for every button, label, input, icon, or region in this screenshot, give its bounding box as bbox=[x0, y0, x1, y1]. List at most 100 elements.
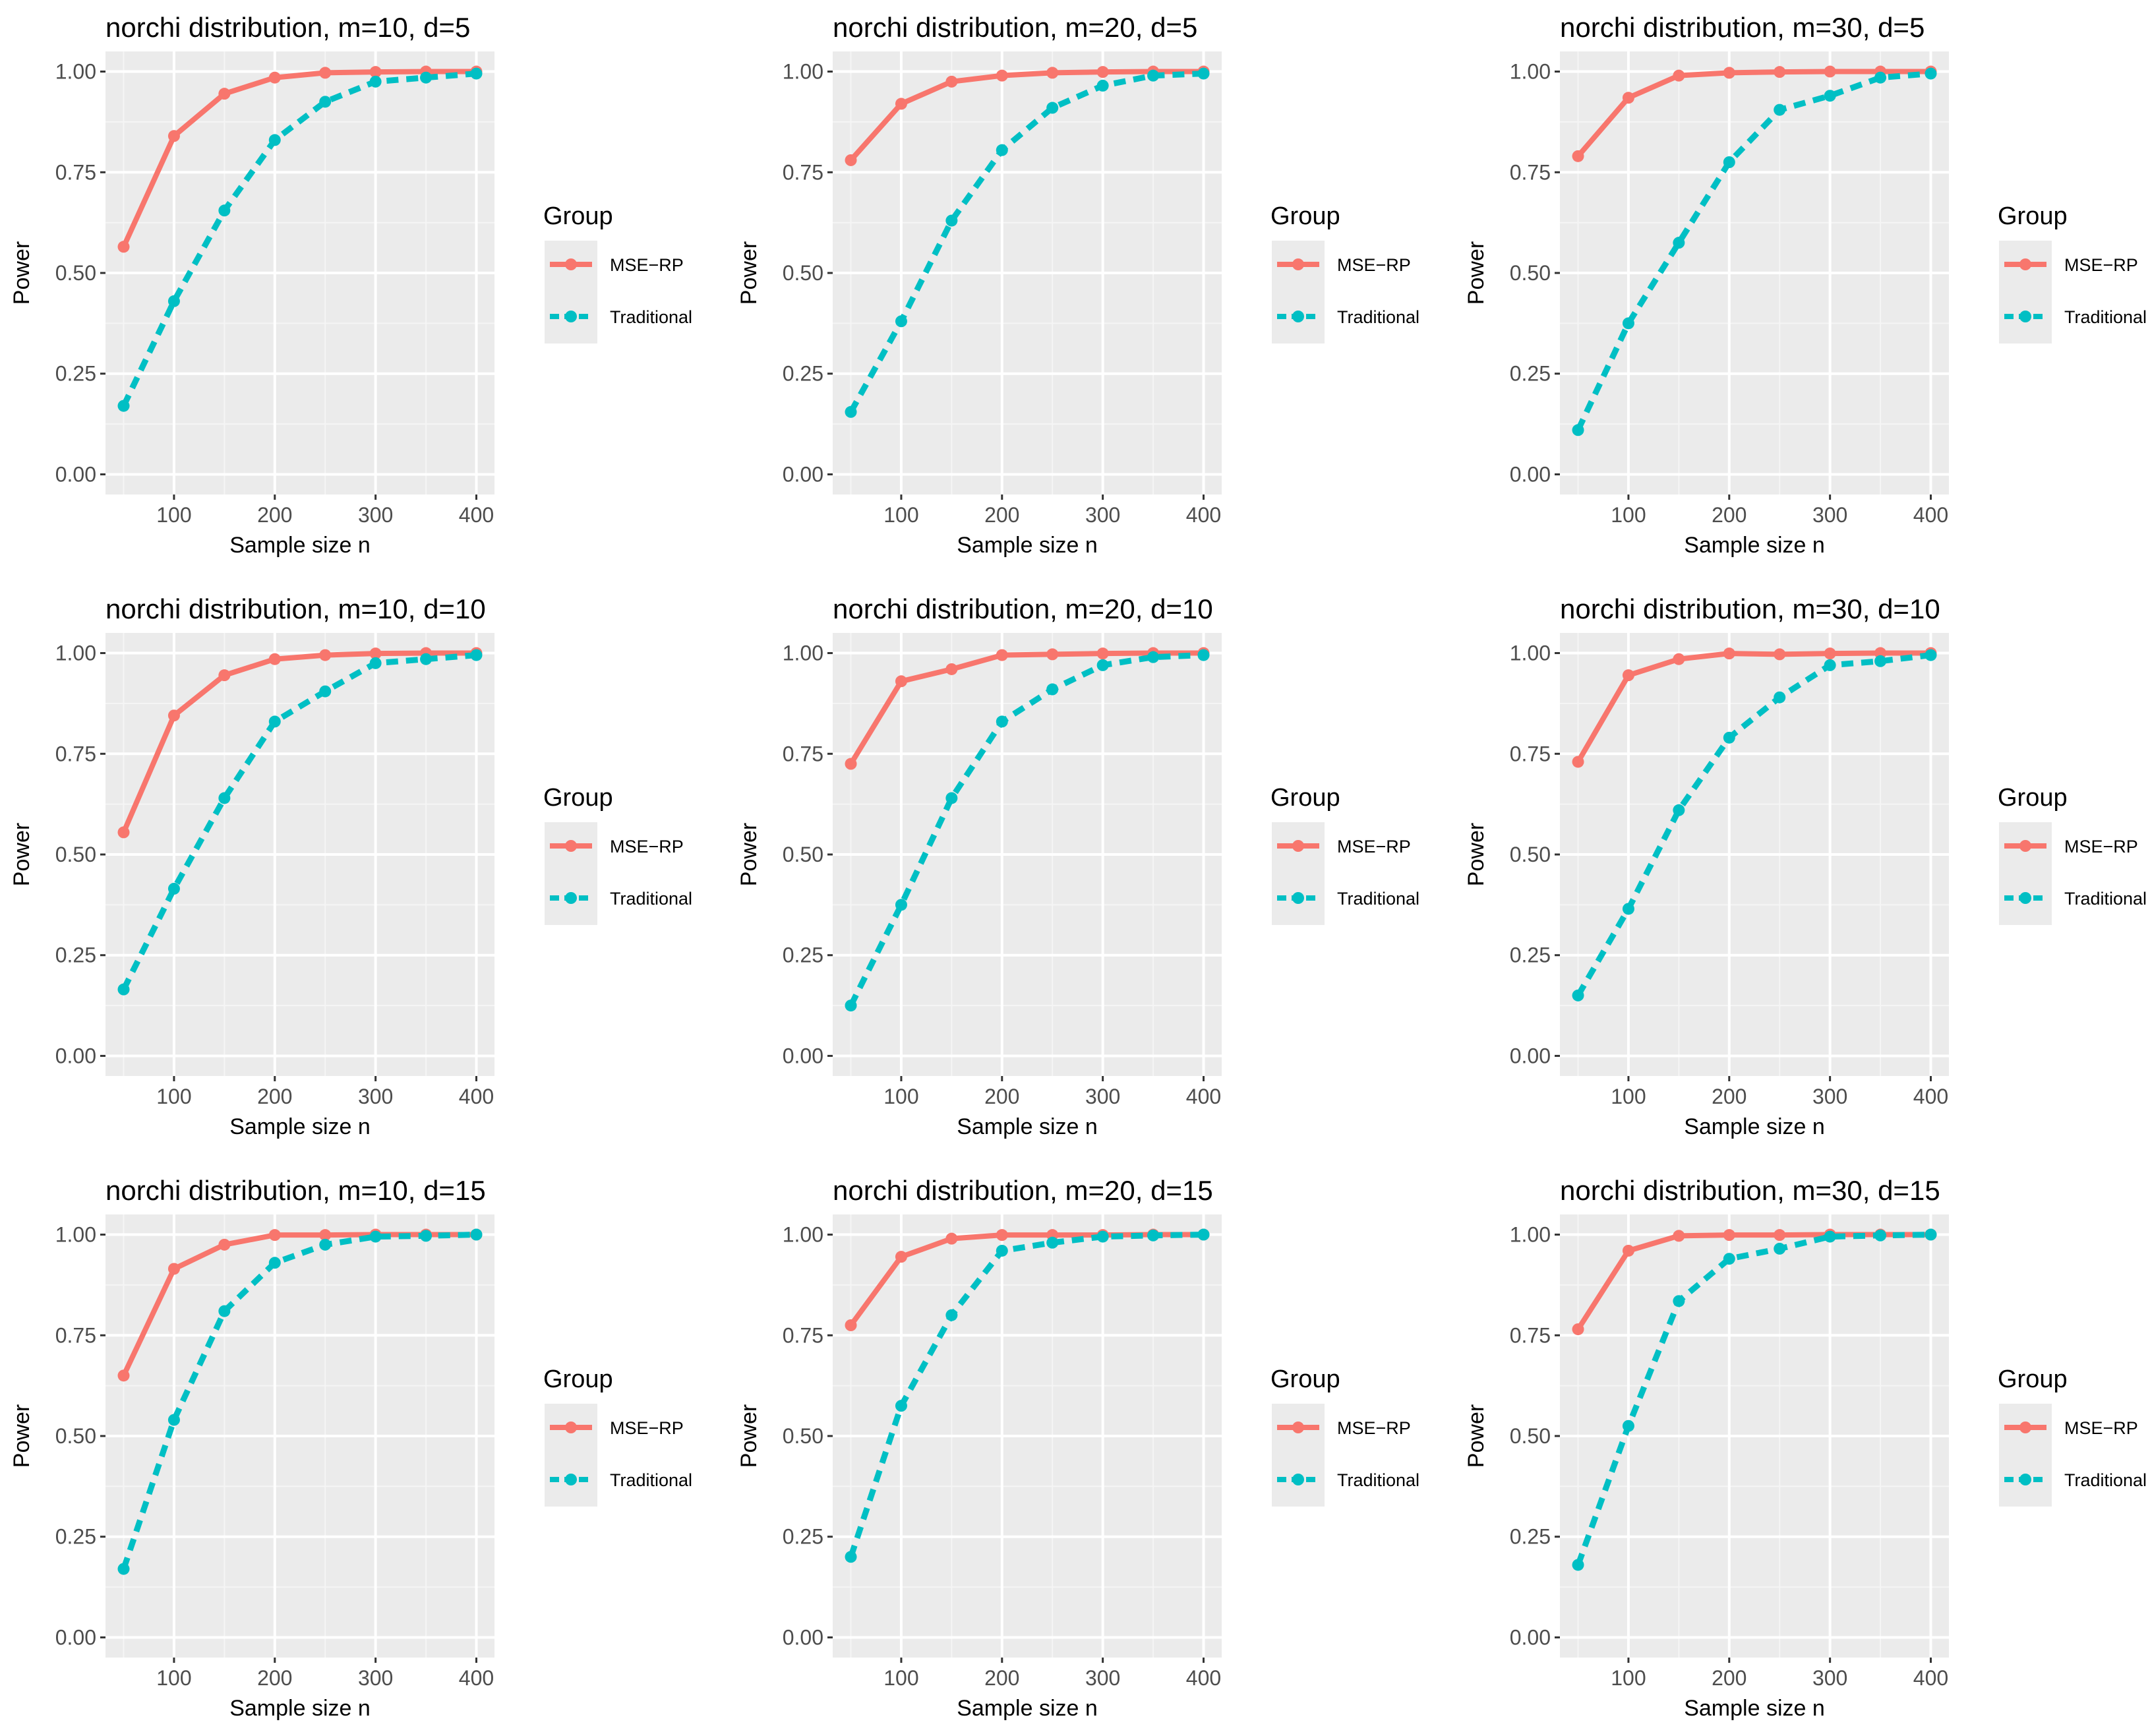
chart-title: norchi distribution, m=30, d=15 bbox=[1560, 1175, 1940, 1206]
data-point-traditional bbox=[369, 75, 382, 88]
data-point-traditional bbox=[420, 71, 433, 84]
legend: Group MSE−RP Traditional bbox=[1998, 202, 2147, 344]
x-tick-label: 200 bbox=[1712, 1085, 1747, 1108]
data-point-mse-rp bbox=[895, 675, 907, 688]
data-point-traditional bbox=[117, 983, 130, 996]
data-point-traditional bbox=[420, 653, 433, 665]
data-point-traditional bbox=[1874, 655, 1887, 667]
x-tick-label: 400 bbox=[459, 1666, 494, 1690]
data-point-mse-rp bbox=[1572, 756, 1584, 768]
data-point-traditional bbox=[1096, 659, 1109, 671]
x-tick-label: 400 bbox=[459, 1085, 494, 1108]
data-point-traditional bbox=[895, 1400, 907, 1412]
data-point-traditional bbox=[1197, 1228, 1210, 1241]
x-tick-label: 400 bbox=[1186, 1666, 1221, 1690]
data-point-mse-rp bbox=[1824, 647, 1836, 660]
data-point-mse-rp bbox=[1622, 92, 1634, 104]
legend-label-mse-rp: MSE−RP bbox=[2064, 1418, 2138, 1438]
y-tick-label: 0.50 bbox=[783, 843, 823, 866]
x-tick-label: 200 bbox=[257, 1085, 292, 1108]
data-point-traditional bbox=[1824, 659, 1836, 671]
data-point-traditional bbox=[1824, 1230, 1836, 1243]
y-tick-label: 0.25 bbox=[55, 943, 96, 967]
data-point-traditional bbox=[1824, 90, 1836, 102]
data-point-mse-rp bbox=[1723, 67, 1735, 79]
y-tick-label: 0.25 bbox=[783, 362, 823, 386]
data-point-traditional bbox=[996, 715, 1008, 728]
legend-label-mse-rp: MSE−RP bbox=[610, 837, 684, 856]
series-line-traditional bbox=[121, 652, 477, 991]
legend-key-background bbox=[1999, 822, 2052, 925]
y-axis-title: Power bbox=[1464, 241, 1489, 305]
legend: Group MSE−RP Traditional bbox=[1270, 784, 1419, 925]
data-point-traditional bbox=[996, 1244, 1008, 1257]
data-point-traditional bbox=[1925, 1228, 1937, 1241]
x-axis-title: Sample size n bbox=[957, 533, 1098, 558]
legend-key-background bbox=[1272, 822, 1325, 925]
x-tick-label: 300 bbox=[358, 1085, 393, 1108]
y-tick-label: 0.75 bbox=[55, 742, 96, 765]
data-point-traditional bbox=[1774, 104, 1786, 116]
data-point-mse-rp bbox=[268, 653, 281, 665]
data-point-traditional bbox=[268, 1257, 281, 1269]
legend: Group MSE−RP Traditional bbox=[543, 202, 692, 344]
legend-key-background bbox=[545, 1404, 597, 1507]
legend: Group MSE−RP Traditional bbox=[1270, 1365, 1419, 1507]
y-tick-label: 1.00 bbox=[55, 1223, 96, 1247]
chart-title: norchi distribution, m=10, d=10 bbox=[105, 593, 486, 624]
data-point-traditional bbox=[117, 400, 130, 412]
x-tick-label: 100 bbox=[156, 503, 191, 527]
legend-key-point bbox=[565, 258, 577, 270]
series-line-traditional bbox=[1575, 71, 1931, 432]
legend-title: Group bbox=[543, 1365, 613, 1393]
x-tick-label: 200 bbox=[984, 1085, 1019, 1108]
data-point-traditional bbox=[1572, 424, 1584, 436]
y-axis-title: Power bbox=[736, 241, 761, 305]
data-point-mse-rp bbox=[1673, 653, 1685, 665]
legend-title: Group bbox=[1998, 202, 2068, 230]
data-point-traditional bbox=[945, 792, 958, 804]
data-point-mse-rp bbox=[1046, 67, 1059, 79]
data-point-traditional bbox=[845, 1551, 857, 1563]
legend-label-mse-rp: MSE−RP bbox=[1337, 837, 1411, 856]
data-point-traditional bbox=[268, 715, 281, 728]
x-tick-label: 300 bbox=[1085, 1666, 1120, 1690]
x-axis-title: Sample size n bbox=[1684, 1114, 1825, 1139]
x-tick-label: 400 bbox=[1913, 1085, 1948, 1108]
legend-key-point bbox=[1292, 892, 1304, 904]
legend-key-background bbox=[1272, 241, 1325, 344]
legend-key-point bbox=[1292, 258, 1304, 270]
chart-panel-2: norchi distribution, m=20, d=5 0.00 0.25 0.… bbox=[736, 12, 1419, 558]
data-point-mse-rp bbox=[268, 1229, 281, 1242]
y-axis-title: Power bbox=[736, 823, 761, 886]
y-tick-label: 1.00 bbox=[55, 642, 96, 665]
y-tick-label: 1.00 bbox=[55, 60, 96, 84]
series-line-traditional bbox=[848, 71, 1204, 413]
y-tick-label: 0.50 bbox=[55, 843, 96, 866]
data-point-traditional bbox=[167, 295, 180, 307]
y-tick-label: 1.00 bbox=[783, 1223, 823, 1247]
data-point-mse-rp bbox=[1774, 1229, 1786, 1242]
data-point-traditional bbox=[845, 1000, 857, 1012]
data-point-mse-rp bbox=[1774, 66, 1786, 78]
y-tick-label: 0.25 bbox=[1510, 1525, 1551, 1549]
y-tick-label: 0.50 bbox=[1510, 261, 1551, 285]
legend-label-mse-rp: MSE−RP bbox=[610, 255, 684, 275]
data-point-mse-rp bbox=[1824, 65, 1836, 78]
data-point-mse-rp bbox=[1096, 647, 1109, 660]
legend: Group MSE−RP Traditional bbox=[1270, 202, 1419, 344]
data-point-traditional bbox=[420, 1230, 433, 1242]
data-point-traditional bbox=[218, 1305, 231, 1317]
data-point-traditional bbox=[1572, 1559, 1584, 1571]
y-tick-label: 0.25 bbox=[55, 1525, 96, 1549]
data-point-traditional bbox=[1046, 1236, 1059, 1249]
data-point-traditional bbox=[1197, 649, 1210, 661]
x-tick-label: 100 bbox=[1611, 1085, 1646, 1108]
x-tick-label: 300 bbox=[1812, 503, 1847, 527]
data-point-mse-rp bbox=[845, 758, 857, 770]
x-tick-label: 200 bbox=[1712, 503, 1747, 527]
data-point-traditional bbox=[1147, 651, 1160, 663]
data-point-traditional bbox=[1673, 237, 1685, 249]
x-tick-label: 100 bbox=[883, 503, 918, 527]
y-tick-label: 0.75 bbox=[1510, 160, 1551, 184]
